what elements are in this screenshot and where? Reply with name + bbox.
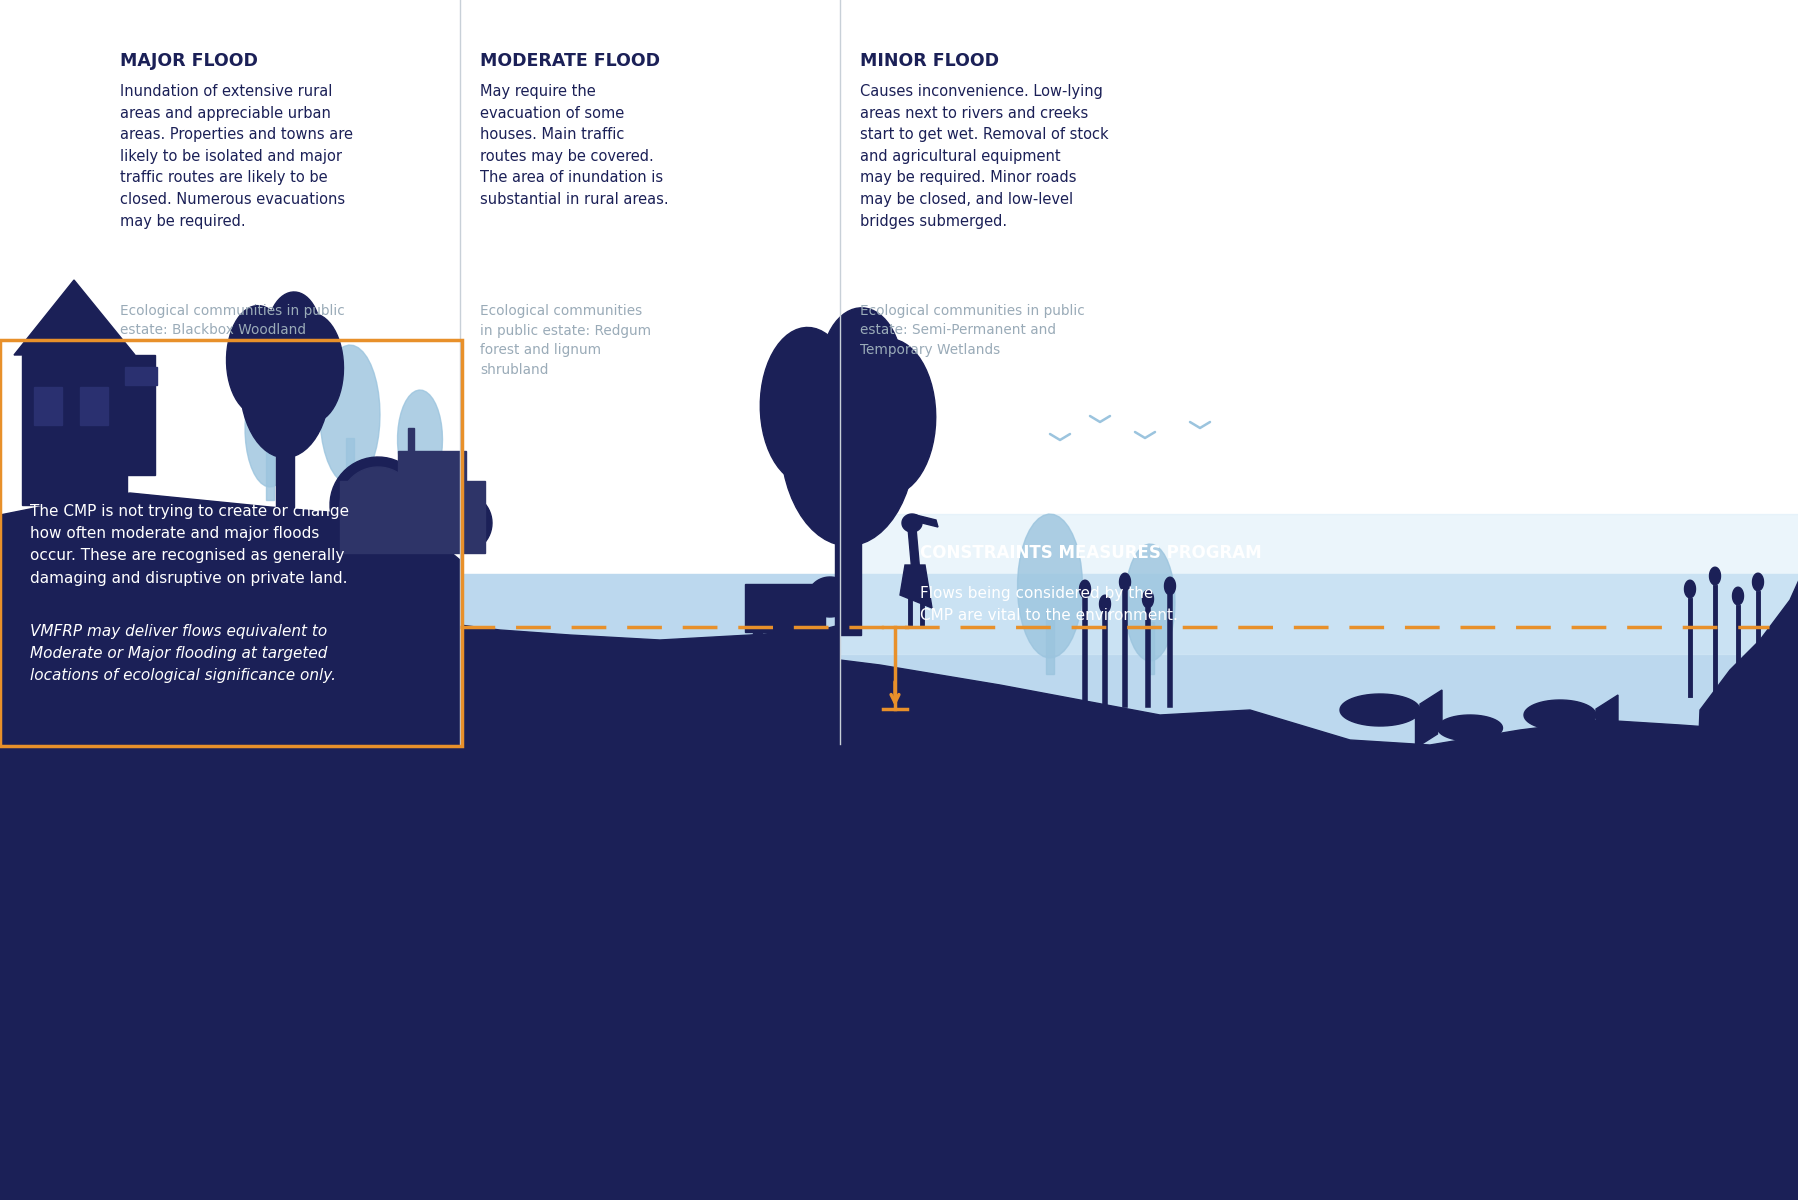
- Polygon shape: [14, 280, 135, 355]
- Polygon shape: [280, 313, 343, 422]
- Polygon shape: [275, 446, 293, 520]
- Polygon shape: [415, 456, 424, 500]
- Polygon shape: [1437, 715, 1501, 740]
- Text: MAJOR FLOOD: MAJOR FLOOD: [120, 52, 257, 70]
- Polygon shape: [432, 493, 491, 553]
- Bar: [340, 481, 485, 553]
- Text: MODERATE FLOOD: MODERATE FLOOD: [480, 52, 660, 70]
- Polygon shape: [329, 457, 426, 553]
- Polygon shape: [798, 632, 807, 662]
- Bar: [0, 724, 1798, 1200]
- Bar: [79, 386, 108, 425]
- Polygon shape: [1099, 595, 1109, 613]
- Text: Causes inconvenience. Low-lying
areas next to rivers and creeks
start to get wet: Causes inconvenience. Low-lying areas ne…: [859, 84, 1108, 228]
- Polygon shape: [1079, 581, 1090, 598]
- Bar: [0, 340, 462, 746]
- Text: Ecological communities in public
estate: Semi-Permanent and
Temporary Wetlands: Ecological communities in public estate:…: [859, 304, 1084, 358]
- Polygon shape: [397, 390, 442, 488]
- Polygon shape: [266, 448, 273, 500]
- Polygon shape: [788, 412, 868, 523]
- Polygon shape: [761, 328, 854, 484]
- Polygon shape: [1708, 568, 1719, 584]
- Polygon shape: [1145, 622, 1153, 674]
- Text: The CMP is not trying to create or change
how often moderate and major floods
oc: The CMP is not trying to create or chang…: [31, 504, 349, 586]
- Bar: [840, 514, 1798, 654]
- Polygon shape: [245, 364, 298, 442]
- Polygon shape: [1751, 574, 1762, 590]
- Polygon shape: [813, 632, 822, 662]
- Polygon shape: [1124, 544, 1174, 661]
- Bar: [0, 574, 1798, 744]
- Polygon shape: [340, 467, 415, 542]
- Text: VMFRP may deliver flows equivalent to
Moderate or Major flooding at targeted
loc: VMFRP may deliver flows equivalent to Mo…: [31, 624, 336, 683]
- Polygon shape: [320, 346, 379, 485]
- Polygon shape: [1142, 590, 1153, 607]
- Text: Ecological communities
in public estate: Redgum
forest and lignum
shrubland: Ecological communities in public estate:…: [480, 304, 651, 377]
- Text: CONSTRAINTS MEASURES PROGRAM: CONSTRAINTS MEASURES PROGRAM: [919, 544, 1260, 562]
- Polygon shape: [460, 625, 840, 1200]
- Polygon shape: [245, 370, 295, 487]
- Polygon shape: [1045, 610, 1054, 674]
- Bar: [128, 355, 155, 475]
- Text: MINOR FLOOD: MINOR FLOOD: [859, 52, 998, 70]
- Text: Flows being considered by the
CMP are vital to the environment.: Flows being considered by the CMP are vi…: [919, 586, 1178, 623]
- Polygon shape: [1419, 690, 1442, 730]
- Polygon shape: [239, 310, 329, 457]
- Polygon shape: [227, 306, 289, 415]
- Bar: [34, 386, 61, 425]
- Polygon shape: [807, 577, 852, 617]
- Bar: [744, 584, 825, 632]
- Text: May require the
evacuation of some
houses. Main traffic
routes may be covered.
T: May require the evacuation of some house…: [480, 84, 669, 206]
- Polygon shape: [439, 500, 485, 546]
- Polygon shape: [915, 515, 937, 527]
- Polygon shape: [266, 292, 320, 378]
- Bar: [22, 355, 128, 505]
- Polygon shape: [0, 493, 460, 1200]
- Polygon shape: [1595, 695, 1616, 734]
- Polygon shape: [1731, 587, 1742, 605]
- Polygon shape: [834, 529, 861, 635]
- Polygon shape: [1340, 694, 1419, 726]
- Polygon shape: [345, 438, 354, 500]
- Polygon shape: [1523, 700, 1595, 730]
- Text: Inundation of extensive rural
areas and appreciable urban
areas. Properties and : Inundation of extensive rural areas and …: [120, 84, 352, 228]
- Bar: [124, 367, 156, 385]
- Polygon shape: [408, 428, 414, 452]
- Polygon shape: [753, 632, 762, 662]
- Polygon shape: [780, 334, 915, 546]
- Polygon shape: [766, 632, 775, 662]
- Polygon shape: [1415, 708, 1437, 748]
- Bar: [397, 451, 466, 514]
- Polygon shape: [1683, 581, 1694, 598]
- Polygon shape: [820, 308, 901, 431]
- Polygon shape: [1679, 580, 1798, 1200]
- Polygon shape: [1018, 514, 1082, 658]
- Polygon shape: [901, 514, 922, 532]
- Text: Ecological communities in public
estate: Blackbox Woodland: Ecological communities in public estate:…: [120, 304, 345, 337]
- Polygon shape: [1118, 574, 1129, 590]
- Polygon shape: [899, 565, 931, 608]
- Polygon shape: [841, 338, 935, 496]
- Polygon shape: [840, 660, 1798, 1200]
- Polygon shape: [908, 528, 919, 572]
- Polygon shape: [1163, 577, 1174, 595]
